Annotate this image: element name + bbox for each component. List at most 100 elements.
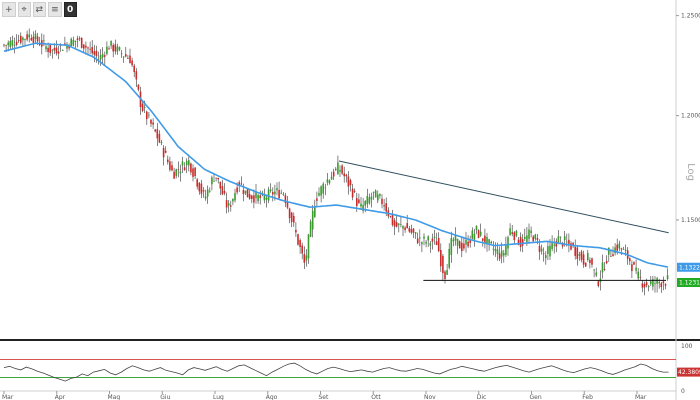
- candle-body: [419, 237, 421, 239]
- month-label: Ott: [371, 394, 381, 400]
- candle-body: [540, 248, 543, 252]
- candle-body: [658, 282, 660, 284]
- month-label: Mag: [108, 394, 121, 400]
- candle-body: [385, 203, 387, 212]
- candle-body: [154, 129, 156, 132]
- candle-body: [486, 237, 488, 245]
- candle-body: [547, 246, 549, 254]
- candle-body: [314, 206, 316, 217]
- candle-body: [169, 161, 171, 170]
- candle-body: [253, 195, 255, 203]
- candle-body: [559, 236, 562, 238]
- candle-body: [639, 277, 642, 279]
- candle-body: [15, 41, 18, 45]
- candle-body: [488, 239, 490, 244]
- month-label: Gen: [530, 394, 542, 400]
- candle-body: [597, 281, 600, 286]
- candle-body: [192, 168, 194, 177]
- candle-body: [503, 253, 505, 256]
- candle-body: [343, 173, 345, 177]
- candle-body: [561, 242, 564, 247]
- candle-body: [70, 38, 72, 47]
- candle-body: [135, 71, 138, 80]
- arrows-icon[interactable]: ⇄: [32, 2, 47, 17]
- candle-body: [603, 269, 606, 270]
- candle-body: [114, 44, 117, 52]
- candle-body: [162, 147, 165, 158]
- candle-body: [206, 189, 209, 197]
- candle-body: [391, 213, 394, 226]
- zero-badge[interactable]: 0: [63, 2, 77, 17]
- bars-icon[interactable]: ≡: [48, 2, 62, 17]
- candle-body: [423, 236, 425, 239]
- candle-body: [471, 230, 474, 239]
- candle-body: [204, 196, 207, 199]
- candle-body: [230, 205, 232, 207]
- candle-body: [437, 237, 440, 252]
- candle-body: [223, 191, 226, 194]
- candle-body: [255, 191, 257, 199]
- candle-body: [101, 54, 104, 58]
- candle-body: [13, 45, 16, 46]
- candle-body: [188, 160, 190, 166]
- candle-body: [66, 44, 68, 49]
- candle-body: [297, 234, 299, 245]
- candle-body: [215, 177, 217, 179]
- candle-body: [616, 244, 618, 251]
- oscillator-value-badge: 42.3809: [678, 369, 700, 376]
- candle-body: [339, 170, 341, 172]
- candle-body: [356, 198, 358, 207]
- candle-body: [574, 247, 576, 256]
- candle-body: [55, 47, 58, 54]
- candle-body: [465, 239, 467, 245]
- candle-body: [80, 37, 83, 48]
- candle-body: [330, 176, 333, 180]
- candle-body: [402, 226, 404, 229]
- candle-body: [328, 180, 331, 184]
- candle-body: [484, 235, 486, 244]
- candle-body: [610, 255, 612, 257]
- candle-body: [32, 36, 35, 43]
- candle-body: [301, 245, 303, 254]
- candle-body: [274, 191, 276, 195]
- candle-body: [185, 160, 188, 166]
- candle-body: [511, 232, 513, 234]
- candle-body: [116, 46, 119, 52]
- plus-icon[interactable]: +: [2, 2, 16, 17]
- candle-body: [563, 236, 566, 241]
- candle-body: [662, 281, 665, 284]
- candle-body: [171, 165, 173, 171]
- candle-body: [458, 241, 461, 249]
- crosshair-icon[interactable]: ⌖: [17, 2, 31, 17]
- candle-body: [521, 239, 524, 246]
- candle-body: [368, 197, 371, 204]
- candle-body: [412, 228, 415, 233]
- candle-body: [635, 267, 637, 271]
- candle-body: [248, 194, 251, 199]
- candle-body: [551, 242, 553, 250]
- candle-body: [3, 44, 5, 46]
- candle-body: [311, 210, 314, 230]
- candle-body: [272, 192, 274, 195]
- candle-body: [146, 111, 148, 120]
- candle-body: [217, 177, 219, 180]
- candle-body: [605, 260, 608, 264]
- candle-body: [326, 179, 329, 183]
- last-price-badge-bg: [677, 278, 700, 288]
- candle-body: [225, 200, 228, 208]
- candle-body: [242, 190, 245, 194]
- candle-body: [299, 240, 301, 248]
- candle-body: [435, 241, 438, 246]
- month-label: Feb: [582, 394, 593, 400]
- candle-body: [477, 230, 480, 238]
- ma-value-badge: 1.1322: [679, 264, 700, 271]
- candle-body: [593, 269, 595, 271]
- candle-body: [425, 241, 427, 244]
- candle-body: [666, 275, 669, 280]
- candle-body: [660, 283, 663, 287]
- candle-body: [555, 241, 558, 247]
- month-label: Dic: [477, 394, 487, 400]
- candle-body: [200, 183, 203, 194]
- moving-average-line: [3, 42, 669, 268]
